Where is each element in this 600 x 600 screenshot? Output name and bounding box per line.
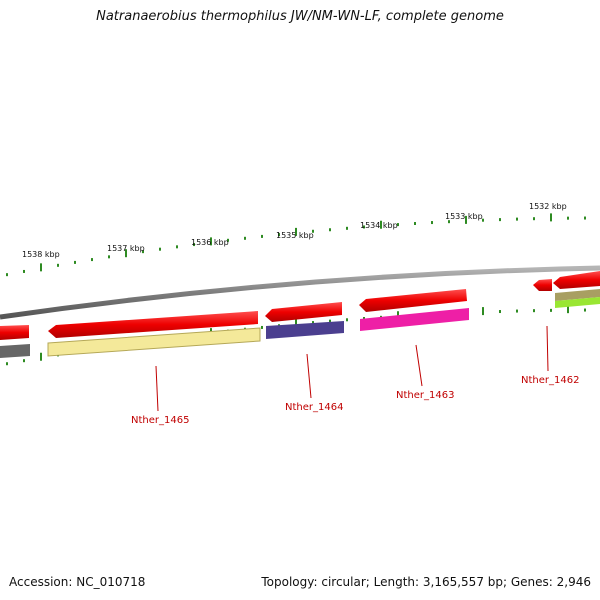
ruler-label: 1532 kbp — [529, 202, 567, 211]
gene-arrow[interactable] — [0, 325, 29, 340]
ruler-ticks-upper — [6, 213, 586, 277]
accession-text: Accession: NC_010718 — [9, 575, 146, 589]
gene-label-nther-1465[interactable]: Nther_1465 — [131, 415, 189, 426]
ruler-label: 1536 kbp — [191, 238, 229, 247]
map-title: Natranaerobius thermophilus JW/NM-WN-LF,… — [96, 9, 504, 24]
cds-block[interactable] — [0, 344, 30, 358]
gene-label-nther-1463[interactable]: Nther_1463 — [396, 390, 454, 401]
ruler-label: 1538 kbp — [22, 250, 60, 259]
cds-block-nther-1465[interactable] — [47, 327, 261, 357]
genome-backbone — [0, 265, 600, 320]
cds-block-nther-1463[interactable] — [360, 308, 469, 331]
gene-arrow-nther-1462[interactable] — [553, 271, 600, 289]
gene-arrow-nther-1465[interactable] — [48, 311, 258, 338]
gene-label-nther-1462[interactable]: Nther_1462 — [521, 375, 579, 386]
genome-summary-text: Topology: circular; Length: 3,165,557 bp… — [261, 575, 591, 589]
label-leader — [306, 353, 312, 399]
gene-arrow-nther-1463[interactable] — [359, 289, 467, 312]
cds-block-nther-1464[interactable] — [266, 321, 344, 339]
gene-arrow-nther-1464[interactable] — [265, 302, 342, 322]
label-leader — [415, 344, 423, 387]
label-leader — [546, 325, 549, 372]
label-leader — [155, 365, 159, 412]
gene-label-nther-1464[interactable]: Nther_1464 — [285, 402, 343, 413]
cds-block-nther-1462[interactable] — [555, 297, 600, 308]
gene-arrow[interactable] — [533, 279, 552, 291]
ruler-label: 1533 kbp — [445, 212, 483, 221]
ruler-label: 1535 kbp — [276, 231, 314, 240]
ruler-label: 1537 kbp — [107, 244, 145, 253]
ruler-label: 1534 kbp — [360, 221, 398, 230]
